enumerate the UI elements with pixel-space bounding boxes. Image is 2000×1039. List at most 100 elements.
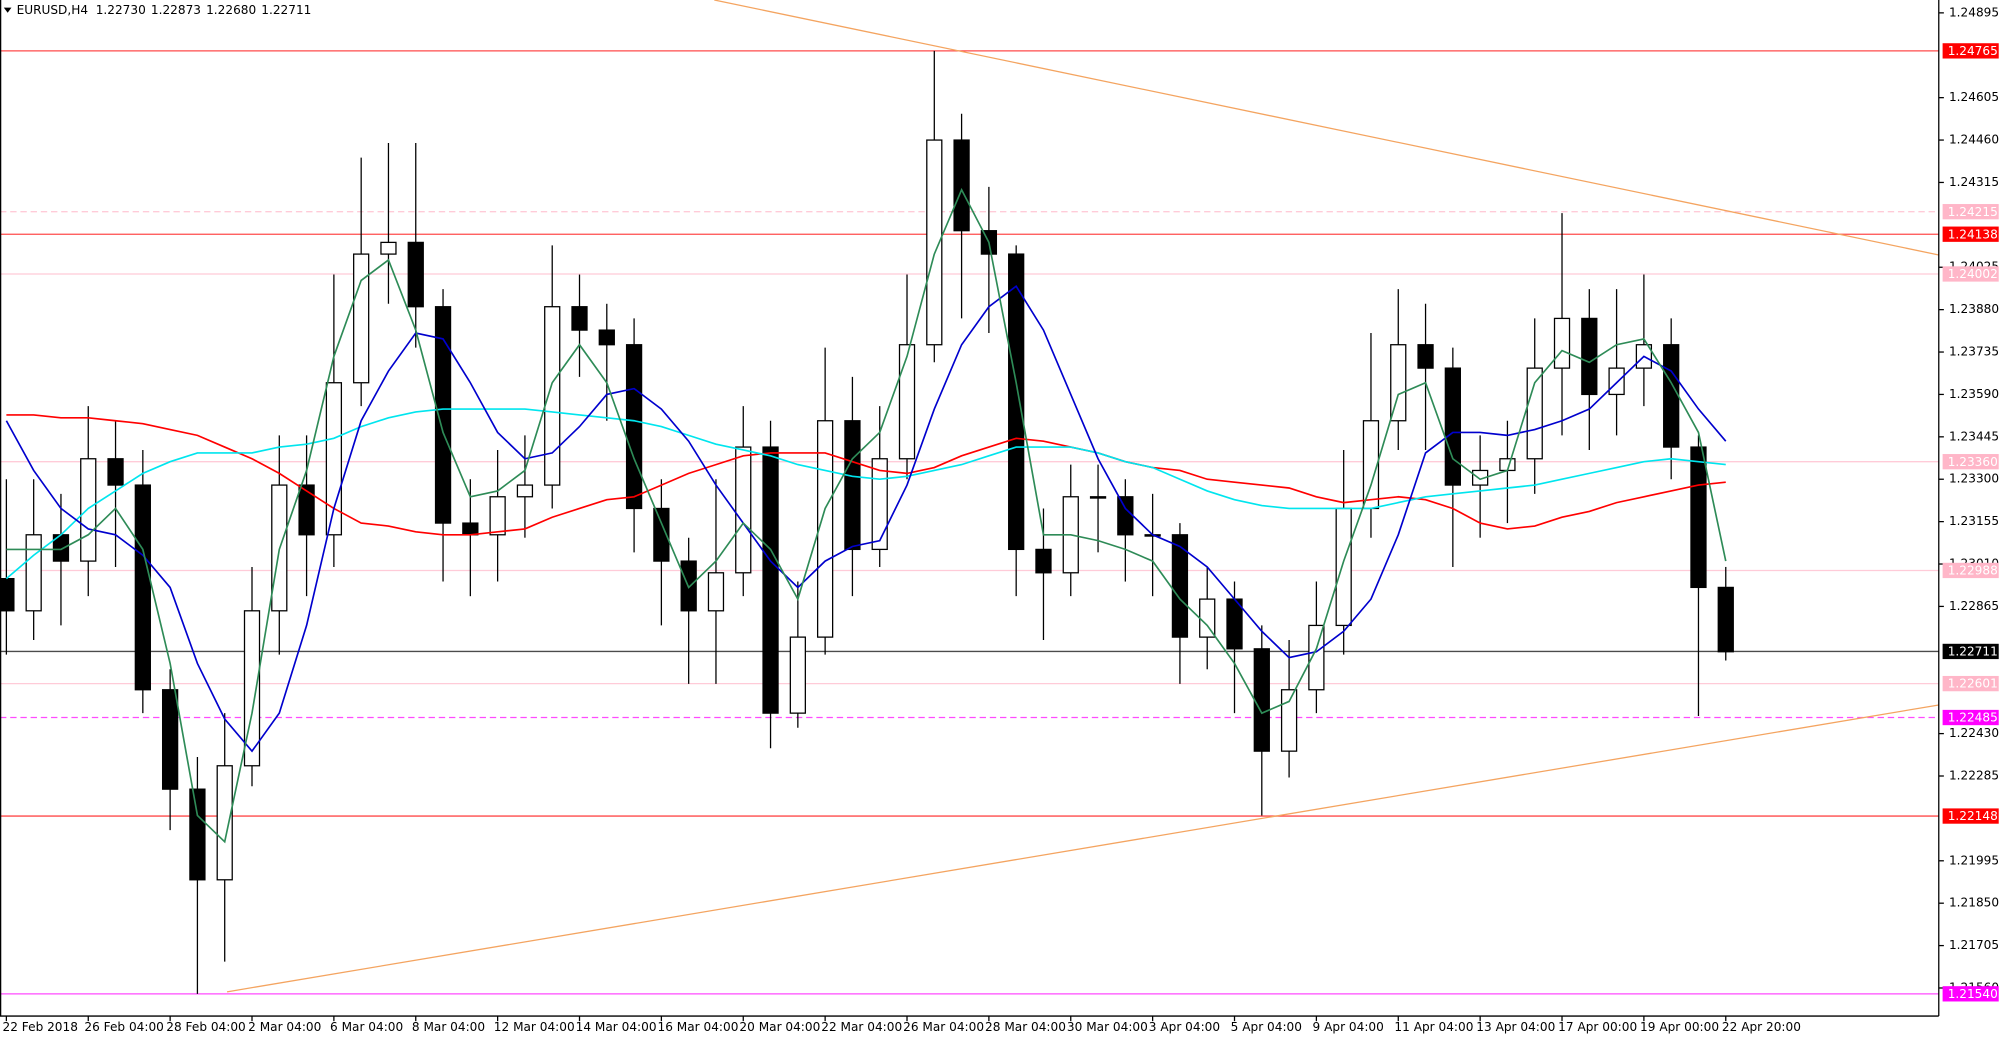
candle-body — [571, 306, 588, 331]
level-tag — [1942, 226, 1999, 242]
candle-body — [462, 522, 479, 536]
candle-body — [161, 689, 179, 790]
level-tag — [1942, 454, 1999, 470]
x-tick-label: 26 Feb 04:00 — [84, 1020, 163, 1034]
x-tick-label: 5 Apr 04:00 — [1231, 1020, 1302, 1034]
candle-body — [434, 306, 452, 524]
candle-body — [1280, 689, 1298, 752]
x-tick-label: 28 Feb 04:00 — [166, 1020, 245, 1034]
x-tick-label: 2 Mar 04:00 — [248, 1020, 321, 1034]
collapse-icon[interactable] — [3, 7, 12, 13]
candle-body — [1553, 317, 1571, 369]
x-tick-label: 17 Apr 00:00 — [1558, 1020, 1637, 1034]
candle-body — [816, 420, 834, 638]
y-tick-label: 1.22285 — [1949, 769, 1999, 783]
candle-body — [1417, 344, 1434, 369]
y-tick-label: 1.22430 — [1949, 726, 1999, 740]
candle-body — [1471, 469, 1489, 486]
x-tick-label: 26 Mar 04:00 — [903, 1020, 984, 1034]
candle-body — [544, 306, 561, 486]
level-tag — [1942, 986, 1999, 1002]
candle-body — [107, 458, 124, 486]
y-tick-label: 1.22865 — [1949, 599, 1999, 613]
y-tick-label: 1.23300 — [1949, 472, 1999, 486]
candle-body — [1526, 367, 1543, 460]
x-tick-label: 12 Mar 04:00 — [494, 1020, 575, 1034]
x-tick-label: 28 Mar 04:00 — [985, 1020, 1066, 1034]
candle-body — [489, 496, 506, 536]
x-tick-label: 30 Mar 04:00 — [1067, 1020, 1148, 1034]
y-tick-label: 1.24315 — [1949, 175, 1999, 189]
candle-body — [953, 139, 970, 232]
x-tick-label: 19 Apr 00:00 — [1640, 1020, 1719, 1034]
y-tick-label: 1.23735 — [1949, 345, 1999, 359]
candle-body — [1171, 534, 1189, 638]
level-label: 1.23360 — [1948, 455, 1998, 469]
level-tag — [1942, 266, 1999, 282]
candle-body — [1717, 586, 1734, 653]
candle-body — [1308, 624, 1325, 691]
candle-body — [0, 578, 15, 612]
y-tick-label: 1.21995 — [1949, 853, 1999, 867]
open-price: 1.22730 — [96, 3, 146, 17]
header: EURUSD,H4 1.22730 1.22873 1.22680 1.22711 — [17, 3, 312, 17]
candle-body — [1253, 648, 1270, 752]
level-label: 1.22485 — [1948, 711, 1998, 725]
x-tick-label: 11 Apr 04:00 — [1394, 1020, 1473, 1034]
y-tick-label: 1.21850 — [1949, 896, 1999, 910]
candle-body — [353, 253, 370, 384]
level-label: 1.24765 — [1948, 44, 1998, 58]
level-label: 1.22148 — [1948, 809, 1998, 823]
level-label: 1.24215 — [1948, 205, 1998, 219]
level-label: 1.24002 — [1948, 267, 1998, 281]
x-tick-label: 9 Apr 04:00 — [1313, 1020, 1384, 1034]
candle-body — [598, 329, 615, 346]
candle-body — [216, 765, 233, 881]
y-tick-label: 1.23880 — [1949, 302, 1999, 316]
candle-body — [1362, 420, 1380, 510]
y-tick-label: 1.24605 — [1949, 90, 1999, 104]
x-tick-label: 22 Mar 04:00 — [821, 1020, 902, 1034]
trend-line — [714, 0, 1939, 256]
y-tick-label: 1.21705 — [1949, 938, 1999, 952]
level-label: 1.22601 — [1948, 677, 1998, 691]
candle-body — [871, 458, 888, 551]
level-tag — [1942, 43, 1999, 59]
candle-body — [1117, 496, 1134, 536]
x-tick-label: 22 Apr 20:00 — [1722, 1020, 1801, 1034]
trend-line — [226, 704, 1939, 993]
candle-body — [926, 139, 943, 346]
level-label: 1.22988 — [1948, 564, 1998, 578]
symbol: EURUSD,H4 — [17, 3, 89, 17]
candle-body — [707, 572, 725, 612]
candle-body — [1690, 446, 1707, 589]
level-tag — [1942, 204, 1999, 220]
candle-body — [1663, 344, 1680, 448]
level-tag — [1942, 562, 1999, 579]
x-tick-label: 3 Apr 04:00 — [1149, 1020, 1220, 1034]
candle-body — [189, 788, 206, 881]
x-tick-label: 13 Apr 04:00 — [1476, 1020, 1555, 1034]
moving-average — [5, 408, 1726, 580]
x-tick-label: 6 Mar 04:00 — [330, 1020, 403, 1034]
level-label: 1.22711 — [1948, 645, 1998, 659]
candle-body — [380, 241, 397, 255]
moving-average — [6, 187, 1727, 844]
x-tick-label: 14 Mar 04:00 — [576, 1020, 657, 1034]
candle-body — [735, 446, 752, 574]
candle-body — [1581, 317, 1598, 396]
candle-body — [1035, 548, 1052, 574]
candle-body — [134, 484, 151, 691]
close-price: 1.22711 — [261, 3, 311, 17]
candle-body — [1335, 507, 1352, 627]
candle-body — [1390, 344, 1407, 422]
level-tag — [1942, 675, 1999, 692]
candle-body — [1608, 367, 1625, 396]
y-tick-label: 1.24460 — [1949, 133, 1999, 147]
candle-body — [789, 636, 806, 714]
candle-body — [1008, 253, 1025, 551]
candle-body — [762, 446, 779, 714]
levels — [0, 50, 1939, 995]
